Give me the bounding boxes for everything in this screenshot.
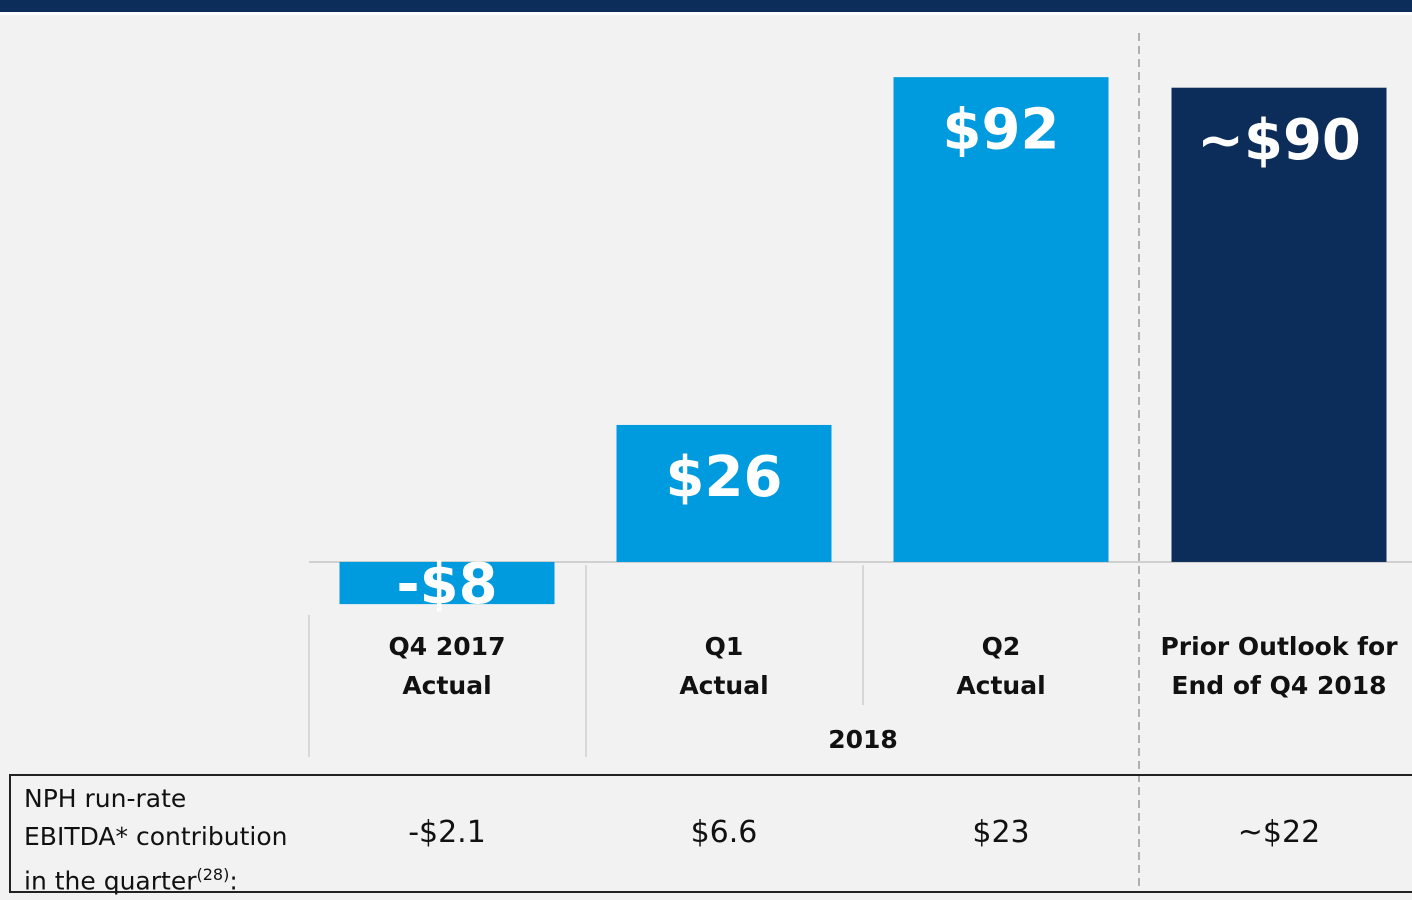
note-ref: (28) bbox=[196, 865, 230, 884]
bar bbox=[893, 77, 1109, 562]
value-label: $92 bbox=[943, 97, 1060, 162]
bar bbox=[616, 424, 832, 562]
category-label: Q1 Actual bbox=[679, 632, 769, 700]
row-label-suffix: : bbox=[229, 866, 238, 896]
table-cell: ~$22 bbox=[1237, 815, 1321, 850]
category-label: Q4 2017 Actual bbox=[388, 632, 506, 700]
bar bbox=[1171, 87, 1387, 562]
category-label: Q2 Actual bbox=[956, 632, 1046, 700]
table-cell: $23 bbox=[972, 815, 1030, 850]
category-label: Prior Outlook for End of Q4 2018 bbox=[1160, 632, 1398, 700]
group-label: 2018 bbox=[828, 725, 898, 754]
table-cell: -$2.1 bbox=[408, 815, 486, 850]
row-label-text: NPH run-rate EBITDA* contribution in the… bbox=[24, 784, 288, 896]
header-bar bbox=[0, 0, 1412, 12]
value-label: ~$90 bbox=[1197, 108, 1361, 173]
value-label: -$8 bbox=[396, 552, 497, 617]
header-rule bbox=[0, 12, 1412, 15]
value-label: $26 bbox=[666, 445, 783, 510]
table-box bbox=[9, 774, 1412, 893]
table-cell: $6.6 bbox=[690, 815, 758, 850]
bar bbox=[339, 561, 555, 605]
row-label: NPH run-rate EBITDA* contribution in the… bbox=[24, 780, 287, 900]
